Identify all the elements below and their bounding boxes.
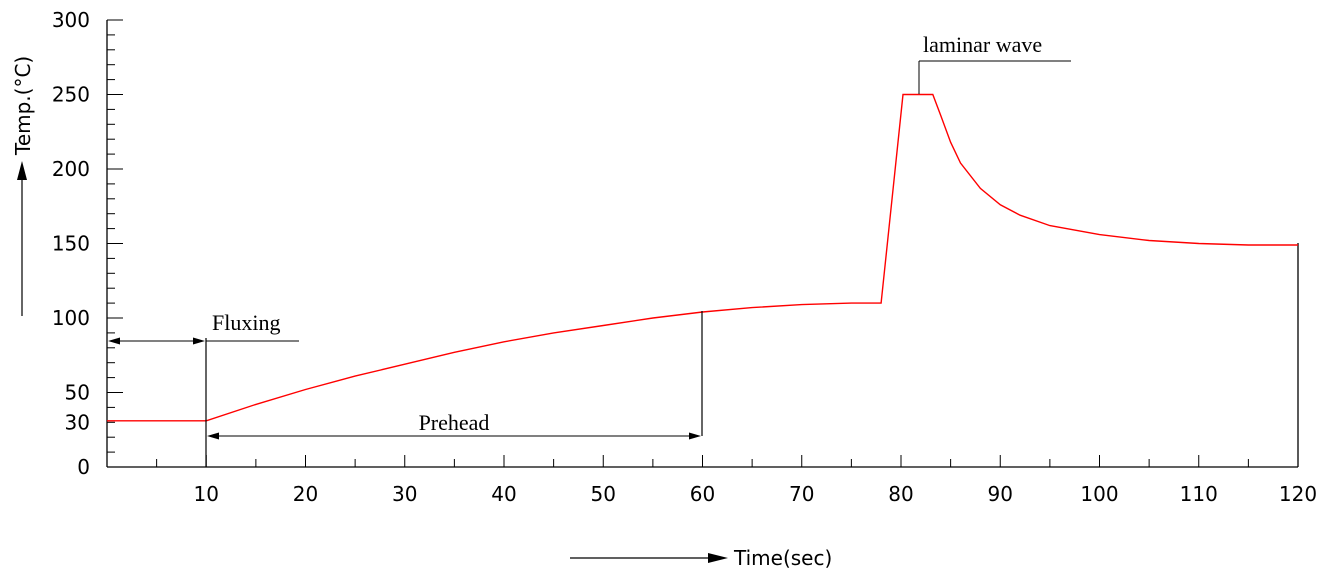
y-axis-title-arrow-head [17, 161, 27, 180]
y-axis-title-group: Temp.(°C) [11, 56, 35, 316]
x-axis-title: Time(sec) [733, 546, 832, 569]
x-tick-label: 50 [591, 482, 616, 506]
y-tick-label: 30 [65, 410, 90, 434]
temperature-series-line [107, 93, 1298, 422]
x-tick-label: 20 [293, 482, 318, 506]
x-tick-label: 60 [690, 482, 715, 506]
y-tick-label: 50 [65, 381, 90, 405]
prehead-arrow-left [207, 432, 219, 440]
prehead-annotation: Prehead [207, 311, 703, 440]
x-tick-label: 30 [392, 482, 417, 506]
x-tick-label: 70 [789, 482, 814, 506]
x-tick-label: 90 [988, 482, 1013, 506]
x-ticks: 10 20 30 40 50 60 70 80 90 100 110 120 [156, 455, 1317, 506]
fluxing-arrow-left [108, 337, 120, 345]
y-ticks: 0 30 50 100 150 200 250 300 [52, 8, 123, 479]
y-tick-label: 200 [52, 157, 90, 181]
y-tick-label: 0 [77, 455, 90, 479]
x-tick-label: 10 [194, 482, 219, 506]
y-tick-label: 250 [52, 83, 90, 107]
x-tick-label: 120 [1279, 482, 1317, 506]
fluxing-arrow-right [193, 337, 205, 345]
y-axis-title: Temp.(°C) [11, 56, 35, 156]
x-tick-label: 110 [1180, 482, 1218, 506]
fluxing-annotation: Fluxing [108, 310, 299, 467]
y-tick-label: 300 [52, 8, 90, 32]
prehead-arrow-right [689, 432, 701, 440]
laminar-wave-label: laminar wave [923, 32, 1042, 57]
laminar-wave-annotation: laminar wave [918, 32, 1071, 94]
x-axis-title-group: Time(sec) [570, 546, 832, 569]
y-tick-label: 150 [52, 232, 90, 256]
prehead-label: Prehead [419, 410, 490, 435]
y-tick-label: 100 [52, 306, 90, 330]
fluxing-label: Fluxing [212, 310, 280, 335]
x-tick-label: 100 [1080, 482, 1118, 506]
x-tick-label: 40 [491, 482, 516, 506]
x-axis-title-arrow-head [708, 553, 728, 563]
x-tick-label: 80 [888, 482, 913, 506]
